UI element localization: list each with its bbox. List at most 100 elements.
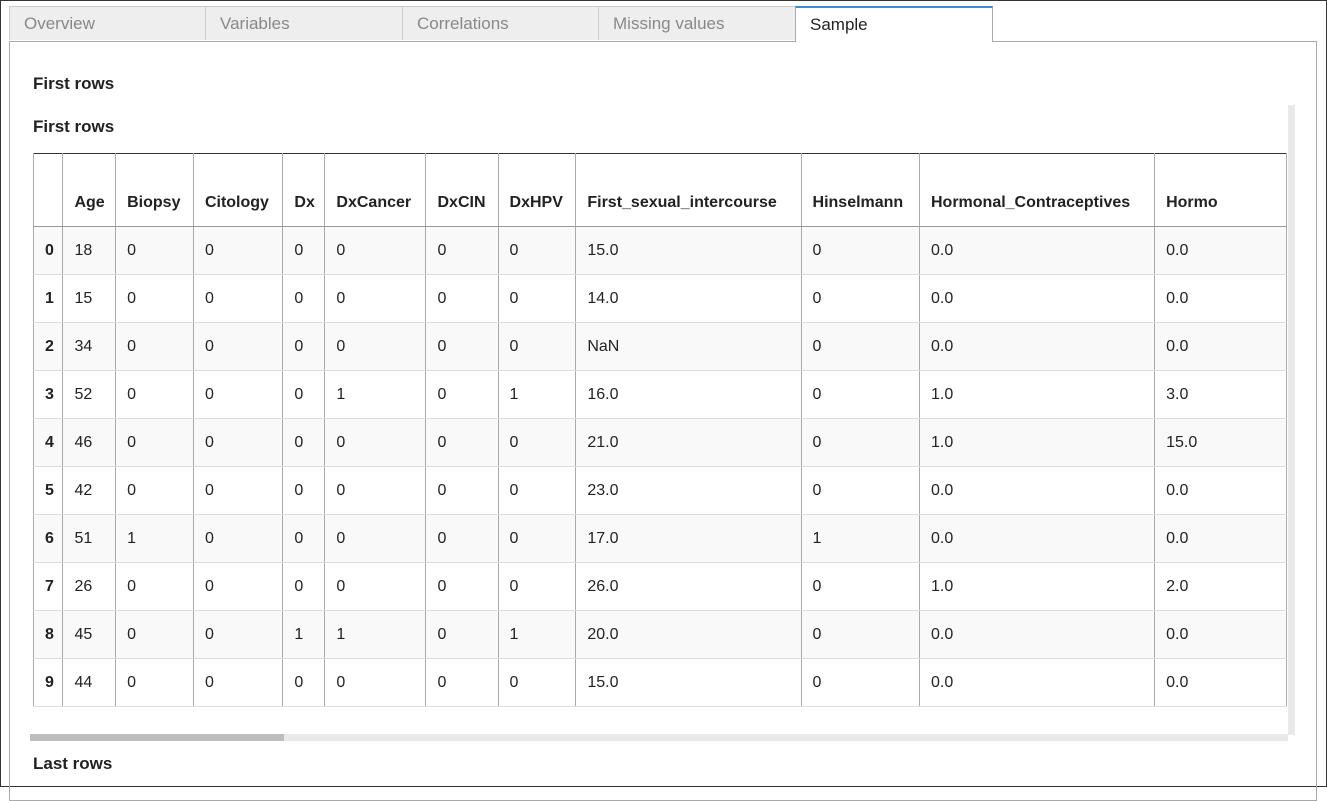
table-cell: 0 (115, 466, 194, 515)
table-cell: 0 (425, 322, 499, 371)
table-cell: 0 (800, 610, 920, 659)
table-cell: 0 (425, 226, 499, 275)
table-cell: 0 (115, 562, 194, 611)
table-cell: 0.0 (1154, 610, 1287, 659)
table-row: 8 45 0 0 1 1 0 1 20.0 0 0.0 0.0 (33, 610, 1287, 659)
table-cell: 0.0 (1154, 322, 1287, 371)
table-cell: 46 (62, 418, 117, 467)
table-row: 5 42 0 0 0 0 0 0 23.0 0 0.0 0.0 (33, 466, 1287, 515)
table-cell: 0 (324, 658, 427, 707)
table-cell: 0 (497, 274, 577, 323)
table-cell: 0 (324, 274, 427, 323)
table-cell: 1 (324, 370, 427, 419)
table-cell: 0 (192, 322, 284, 371)
table-cell: 1.0 (918, 370, 1156, 419)
table-cell: 0 (115, 274, 194, 323)
table-cell: 0 (800, 370, 920, 419)
table-cell: 0 (800, 466, 920, 515)
table-cell: 18 (62, 226, 117, 275)
table-cell: 21.0 (575, 418, 802, 467)
table-cell: 0 (324, 226, 427, 275)
table-cell: 0 (425, 274, 499, 323)
table-cell: 0 (800, 658, 920, 707)
table-cell: 0 (282, 226, 326, 275)
table-cell: 0 (115, 610, 194, 659)
tab[interactable]: Missing values (598, 6, 796, 40)
table-cell: 0 (324, 322, 427, 371)
table-cell: 0 (425, 370, 499, 419)
table-cell: 0 (425, 418, 499, 467)
scrollbar-thumb[interactable] (30, 734, 284, 741)
index-header (33, 153, 64, 227)
table-cell: 0.0 (918, 322, 1156, 371)
row-index: 7 (33, 562, 64, 611)
row-index: 4 (33, 418, 64, 467)
tab-active[interactable]: Sample (795, 6, 993, 42)
table-cell: 0 (282, 658, 326, 707)
column-header: Biopsy (115, 153, 194, 227)
tab[interactable]: Variables (205, 6, 403, 40)
table-cell: 15 (62, 274, 117, 323)
table-cell: 0 (800, 322, 920, 371)
table-cell: 26.0 (575, 562, 802, 611)
table-row: 1 15 0 0 0 0 0 0 14.0 0 0.0 0.0 (33, 274, 1287, 323)
row-index: 3 (33, 370, 64, 419)
table-cell: 0 (425, 610, 499, 659)
table-cell: 16.0 (575, 370, 802, 419)
tab[interactable]: Overview (9, 6, 206, 40)
table-cell: 0 (115, 658, 194, 707)
table-cell: 0 (800, 226, 920, 275)
row-index: 9 (33, 658, 64, 707)
table-row: 0 18 0 0 0 0 0 0 15.0 0 0.0 0.0 (33, 226, 1287, 275)
table-cell: 0 (192, 226, 284, 275)
table-cell: 2.0 (1154, 562, 1287, 611)
column-header: Hormo (1154, 153, 1287, 227)
table-row: 9 44 0 0 0 0 0 0 15.0 0 0.0 0.0 (33, 658, 1287, 707)
table-cell: 0.0 (1154, 274, 1287, 323)
table-row: 4 46 0 0 0 0 0 0 21.0 0 1.0 15.0 (33, 418, 1287, 467)
column-header: Citology (192, 153, 284, 227)
table-cell: 0 (192, 610, 284, 659)
row-index: 1 (33, 274, 64, 323)
row-index: 2 (33, 322, 64, 371)
table-cell: 51 (62, 514, 117, 563)
table-cell: 0 (192, 418, 284, 467)
table-cell: 0.0 (918, 226, 1156, 275)
table-cell: 17.0 (575, 514, 802, 563)
vertical-scrollbar[interactable] (1288, 105, 1295, 735)
column-header: Hinselmann (800, 153, 920, 227)
table-cell: 0 (115, 322, 194, 371)
table-cell: 0 (192, 658, 284, 707)
table-cell: 0 (192, 370, 284, 419)
table-cell: 0 (425, 514, 499, 563)
table-cell: 3.0 (1154, 370, 1287, 419)
table-cell: 0.0 (918, 274, 1156, 323)
table-cell: 0.0 (1154, 514, 1287, 563)
tab[interactable]: Correlations (402, 6, 599, 40)
horizontal-scrollbar[interactable] (30, 734, 1288, 741)
table-cell: 0 (192, 466, 284, 515)
table-cell: 1 (115, 514, 194, 563)
table-cell: 0 (282, 514, 326, 563)
table-cell: 14.0 (575, 274, 802, 323)
table-cell: 1 (324, 610, 427, 659)
table-cell: 1.0 (918, 562, 1156, 611)
column-header: DxCIN (425, 153, 499, 227)
table-cell: 0.0 (918, 610, 1156, 659)
table-cell: 0.0 (1154, 226, 1287, 275)
table-cell: 1 (282, 610, 326, 659)
table-cell: 0 (324, 514, 427, 563)
table-cell: 15.0 (1154, 418, 1287, 467)
table-cell: 0 (425, 466, 499, 515)
table-cell: 0 (497, 466, 577, 515)
table-row: 7 26 0 0 0 0 0 0 26.0 0 1.0 2.0 (33, 562, 1287, 611)
table-viewport: Age Biopsy Citology Dx DxCancer DxCIN DxHPV Fir… (33, 153, 1287, 709)
table-cell: 0 (192, 562, 284, 611)
table-cell: 0.0 (918, 658, 1156, 707)
table-cell: 0 (192, 514, 284, 563)
table-cell: 0 (425, 562, 499, 611)
column-header: First_sexual_intercourse (575, 153, 802, 227)
table-cell: 0 (800, 562, 920, 611)
table-cell: 0 (282, 274, 326, 323)
